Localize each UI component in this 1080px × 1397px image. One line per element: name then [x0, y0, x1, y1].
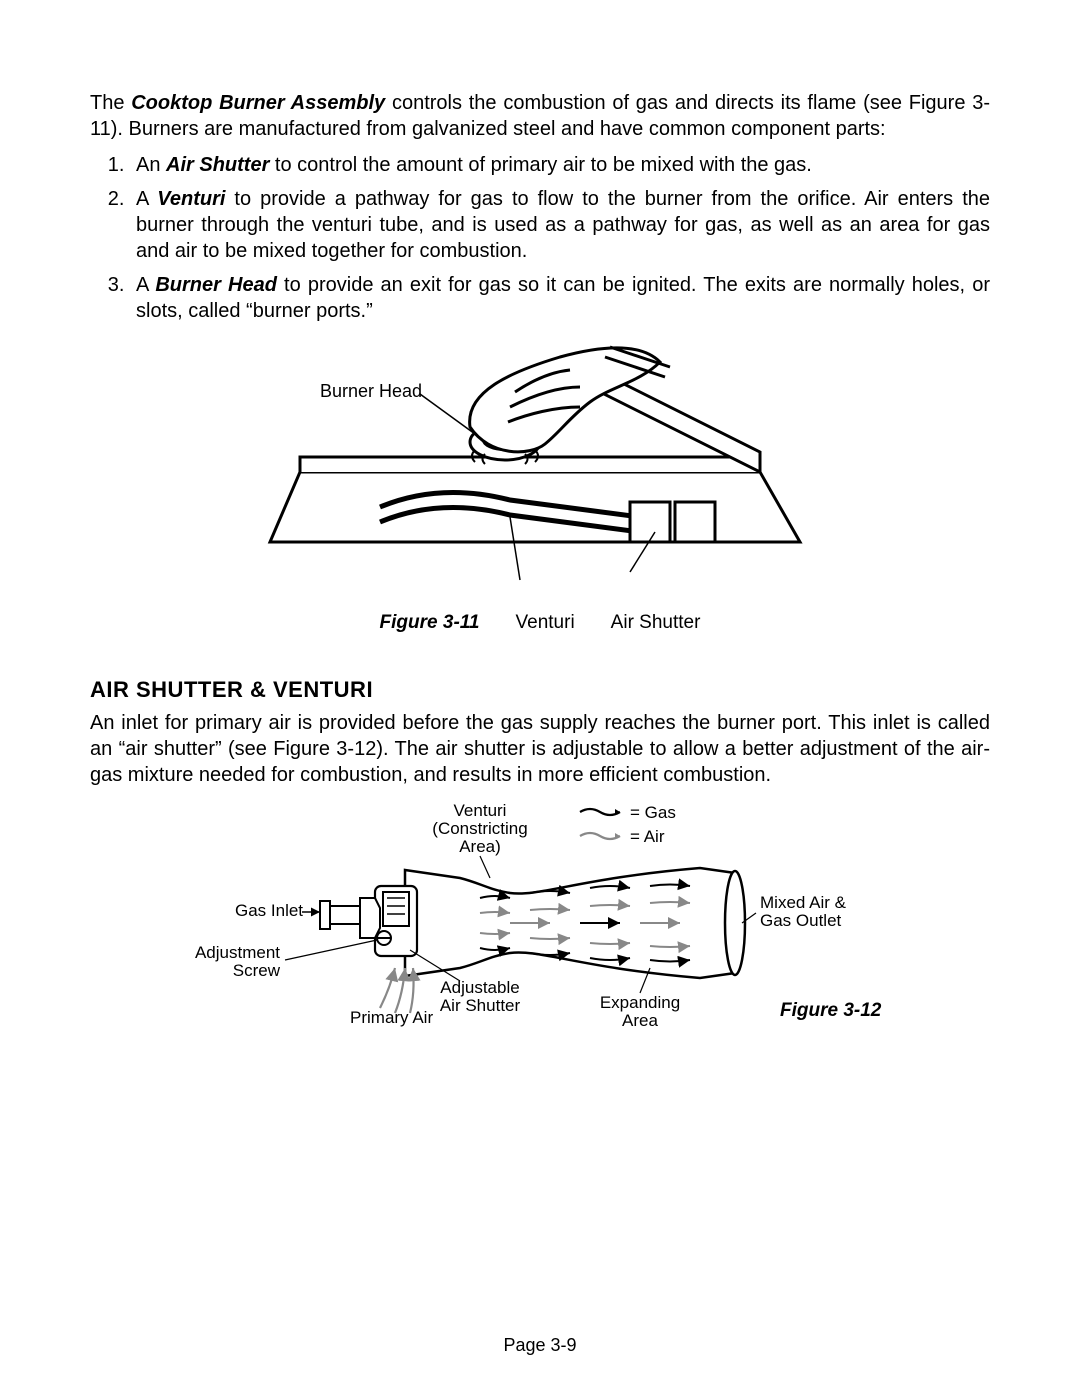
section-heading-air-shutter: AIR SHUTTER & VENTURI [90, 676, 990, 705]
fig11-label-air-shutter: Air Shutter [611, 611, 701, 636]
fig12-label-gas: = Gas [630, 803, 676, 822]
figure-3-12-svg: Venturi (Constricting Area) = Gas = Air [180, 798, 900, 1038]
fig11-label-burner-head: Burner Head [320, 381, 422, 401]
fig12-label-adj-shutter-1: Adjustable [440, 978, 519, 997]
list-item: An Air Shutter to control the amount of … [130, 152, 990, 178]
fig11-label-venturi: Venturi [516, 611, 575, 636]
fig12-label-mixed-2: Gas Outlet [760, 911, 842, 930]
fig12-label-primary-air: Primary Air [350, 1008, 433, 1027]
component-list: An Air Shutter to control the amount of … [90, 152, 990, 324]
intro-bold-term: Cooktop Burner Assembly [131, 92, 385, 114]
fig12-label-expanding-1: Expanding [600, 993, 680, 1012]
fig12-caption: Figure 3-12 [780, 1000, 882, 1021]
section2-paragraph: An inlet for primary air is provided bef… [90, 710, 990, 788]
fig12-label-expanding-2: Area [622, 1011, 658, 1030]
fig12-label-gas-inlet: Gas Inlet [235, 901, 303, 920]
fig11-caption-row: Figure 3-11 Venturi Air Shutter [90, 611, 990, 636]
li2-pre: A [136, 188, 157, 210]
li1-pre: An [136, 154, 166, 176]
li2-post: to provide a pathway for gas to flow to … [136, 188, 990, 262]
figure-3-11: Burner Head Figure 3-11 Venturi Air Shut… [90, 332, 990, 636]
fig12-label-venturi-2: (Constricting [432, 819, 527, 838]
fig12-label-adj-screw-2: Screw [233, 961, 281, 980]
li1-bold: Air Shutter [166, 154, 269, 176]
intro-paragraph: The Cooktop Burner Assembly controls the… [90, 90, 990, 142]
fig12-label-adj-shutter-2: Air Shutter [440, 996, 521, 1015]
list-item: A Venturi to provide a pathway for gas t… [130, 186, 990, 264]
list-item: A Burner Head to provide an exit for gas… [130, 272, 990, 324]
fig12-label-mixed-1: Mixed Air & [760, 893, 847, 912]
fig12-label-venturi-1: Venturi [454, 801, 507, 820]
fig12-label-venturi-3: Area) [459, 837, 501, 856]
document-page: The Cooktop Burner Assembly controls the… [0, 0, 1080, 1397]
page-number: Page 3-9 [0, 1334, 1080, 1357]
li3-pre: A [136, 274, 155, 296]
fig12-label-adj-screw-1: Adjustment [195, 943, 280, 962]
figure-3-12: Venturi (Constricting Area) = Gas = Air [90, 798, 990, 1045]
figure-3-11-svg: Burner Head [260, 332, 820, 602]
li1-post: to control the amount of primary air to … [269, 154, 811, 176]
intro-pre: The [90, 92, 131, 114]
fig11-caption: Figure 3-11 [380, 611, 480, 636]
li2-bold: Venturi [157, 188, 225, 210]
fig12-label-air: = Air [630, 827, 665, 846]
li3-bold: Burner Head [155, 274, 277, 296]
